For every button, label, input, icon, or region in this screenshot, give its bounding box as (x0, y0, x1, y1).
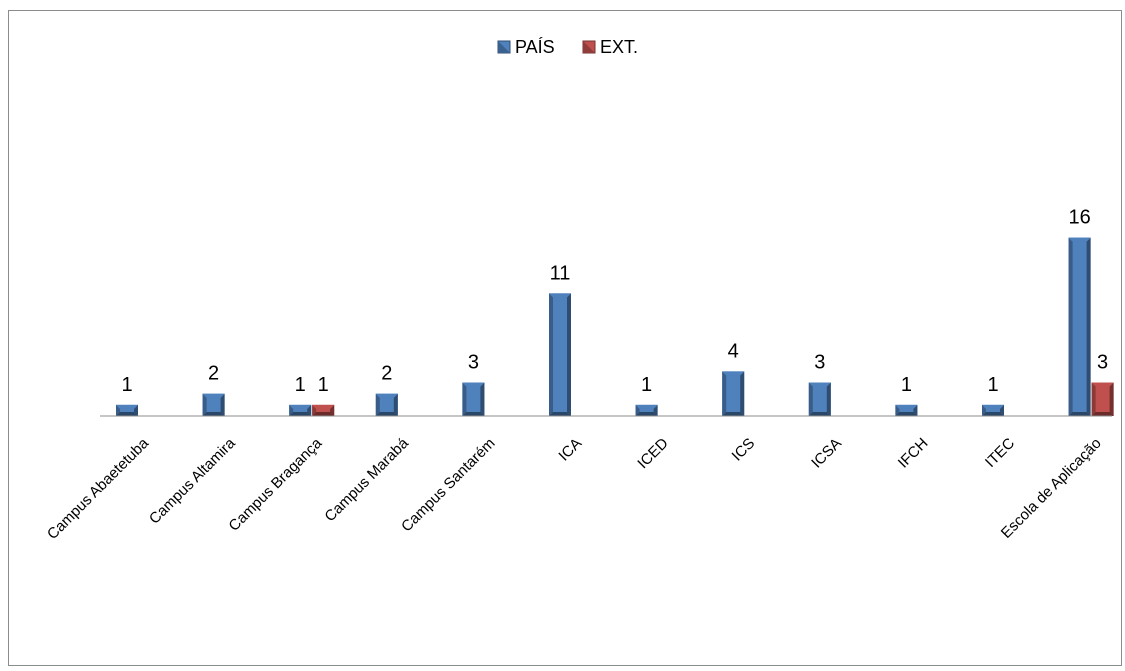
bar-pais-6 (635, 404, 658, 416)
bar-pais-3 (375, 393, 398, 416)
bar-pais-0 (116, 404, 138, 416)
x-tick-label: Campus Santarém (398, 435, 498, 535)
bar-pais-10 (982, 404, 1004, 416)
legend-label: PAÍS (515, 37, 555, 57)
bar-pais-7 (722, 371, 745, 416)
legend: PAÍS EXT. (497, 37, 638, 57)
bar-pais-4 (462, 382, 485, 416)
data-label: 4 (728, 340, 739, 362)
x-tick-label: ICS (729, 435, 759, 465)
bar-pais-9 (895, 404, 918, 416)
x-tick-label: IFCH (895, 435, 932, 472)
data-label: 1 (987, 374, 998, 396)
legend-item-pais: PAÍS (497, 37, 555, 57)
data-label: 2 (208, 363, 219, 385)
bar-ext-2 (312, 404, 335, 416)
bar-pais-1 (202, 393, 225, 416)
data-label: 1 (901, 374, 912, 396)
data-label: 2 (381, 363, 392, 385)
data-label: 11 (550, 262, 571, 284)
bar-pais-2 (289, 404, 312, 416)
legend-label: EXT. (600, 37, 638, 57)
x-tick-label: Campus Bragança (225, 434, 325, 534)
x-tick-label: ICED (634, 435, 671, 472)
x-tick-label: Campus Altamira (146, 434, 239, 527)
x-tick-label: Campus Marabá (321, 434, 412, 525)
x-tick-label: ICSA (808, 435, 845, 472)
data-label: 3 (1097, 352, 1108, 374)
bar-ext-11 (1091, 382, 1114, 416)
data-label: 1 (318, 374, 329, 396)
bar-pais-11 (1068, 237, 1091, 416)
data-label: 3 (468, 352, 479, 374)
data-label: 1 (295, 374, 306, 396)
data-label: 1 (121, 374, 132, 396)
x-tick-label: ITEC (982, 435, 1018, 471)
x-tick-label: Campus Abaetetuba (44, 434, 153, 543)
x-tick-label: ICA (555, 435, 585, 465)
data-label: 3 (814, 352, 825, 374)
data-label: 1 (641, 374, 652, 396)
legend-item-ext: EXT. (582, 37, 638, 57)
data-label: 16 (1068, 207, 1090, 229)
bar-pais-5 (549, 293, 571, 416)
bar-pais-8 (808, 382, 831, 416)
